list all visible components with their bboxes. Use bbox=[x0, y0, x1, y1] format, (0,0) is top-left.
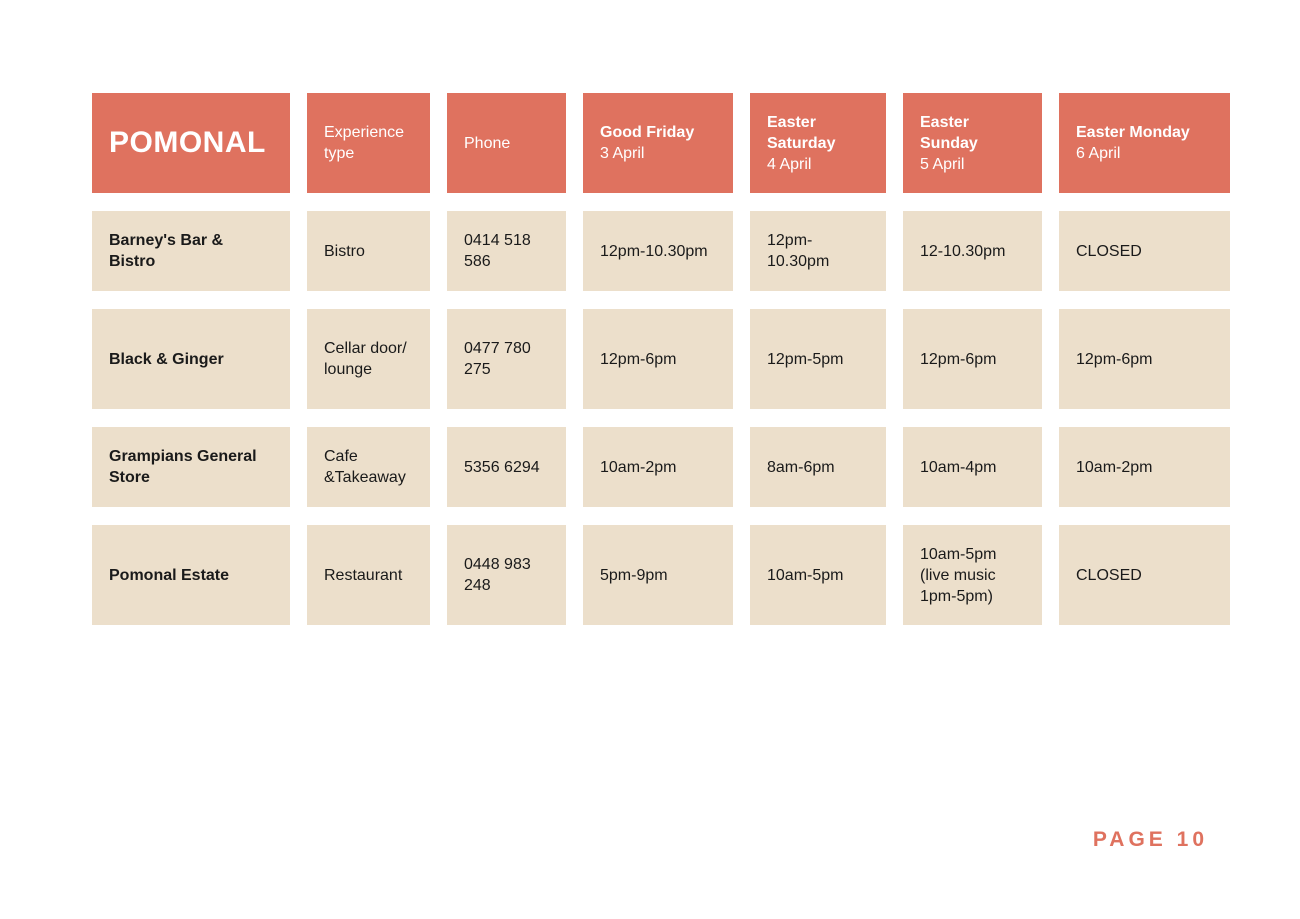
day-name: Easter Monday bbox=[1076, 124, 1190, 141]
experience-type: Bistro bbox=[307, 211, 430, 291]
phone-number: 0477 780 275 bbox=[447, 309, 566, 409]
hours-good-friday: 10am-2pm bbox=[583, 427, 733, 507]
hours-easter-monday: 10am-2pm bbox=[1059, 427, 1230, 507]
hours-good-friday: 12pm-6pm bbox=[583, 309, 733, 409]
hours-easter-saturday: 10am-5pm bbox=[750, 525, 886, 625]
venue-name: Grampians General Store bbox=[92, 427, 290, 507]
hours-easter-saturday: 12pm-5pm bbox=[750, 309, 886, 409]
hours-easter-saturday: 8am-6pm bbox=[750, 427, 886, 507]
phone-number: 0448 983 248 bbox=[447, 525, 566, 625]
day-date: 5 April bbox=[920, 155, 965, 173]
brand-title: POMONAL bbox=[109, 126, 266, 159]
brand-header: POMONAL bbox=[92, 93, 290, 193]
hours-easter-sunday: 12pm-6pm bbox=[903, 309, 1042, 409]
header-good-friday: Good Friday 3 April bbox=[583, 93, 733, 193]
hours-easter-monday: CLOSED bbox=[1059, 211, 1230, 291]
phone-number: 0414 518 586 bbox=[447, 211, 566, 291]
experience-type: Restaurant bbox=[307, 525, 430, 625]
page-number: PAGE 10 bbox=[1092, 828, 1208, 851]
header-easter-saturday: Easter Saturday 4 April bbox=[750, 93, 886, 193]
day-name: Easter Saturday bbox=[767, 113, 836, 152]
header-label: Experience type bbox=[324, 124, 405, 162]
header-experience-type: Experience type bbox=[307, 93, 430, 193]
header-easter-sunday: Easter Sunday 5 April bbox=[903, 93, 1042, 193]
experience-type: Cellar door/ lounge bbox=[307, 309, 430, 409]
day-name: Good Friday bbox=[600, 124, 695, 141]
venue-name: Pomonal Estate bbox=[92, 525, 290, 625]
hours-easter-monday: CLOSED bbox=[1059, 525, 1230, 625]
day-name: Easter Sunday bbox=[920, 113, 978, 152]
day-date: 4 April bbox=[767, 155, 812, 173]
header-label: Phone bbox=[464, 134, 511, 152]
hours-easter-saturday: 12pm-10.30pm bbox=[750, 211, 886, 291]
hours-easter-monday: 12pm-6pm bbox=[1059, 309, 1230, 409]
experience-type: Cafe &Takeaway bbox=[307, 427, 430, 507]
hours-easter-sunday: 10am-5pm (live music 1pm-5pm) bbox=[903, 525, 1042, 625]
hours-good-friday: 5pm-9pm bbox=[583, 525, 733, 625]
hours-easter-sunday: 12-10.30pm bbox=[903, 211, 1042, 291]
hours-easter-sunday: 10am-4pm bbox=[903, 427, 1042, 507]
venue-name: Black & Ginger bbox=[92, 309, 290, 409]
header-easter-monday: Easter Monday 6 April bbox=[1059, 93, 1230, 193]
hours-table: POMONAL Experience type Phone Good Frida… bbox=[92, 93, 1230, 625]
phone-number: 5356 6294 bbox=[447, 427, 566, 507]
hours-good-friday: 12pm-10.30pm bbox=[583, 211, 733, 291]
day-date: 3 April bbox=[600, 145, 645, 162]
venue-name: Barney's Bar & Bistro bbox=[92, 211, 290, 291]
day-date: 6 April bbox=[1076, 145, 1121, 162]
header-phone: Phone bbox=[447, 93, 566, 193]
